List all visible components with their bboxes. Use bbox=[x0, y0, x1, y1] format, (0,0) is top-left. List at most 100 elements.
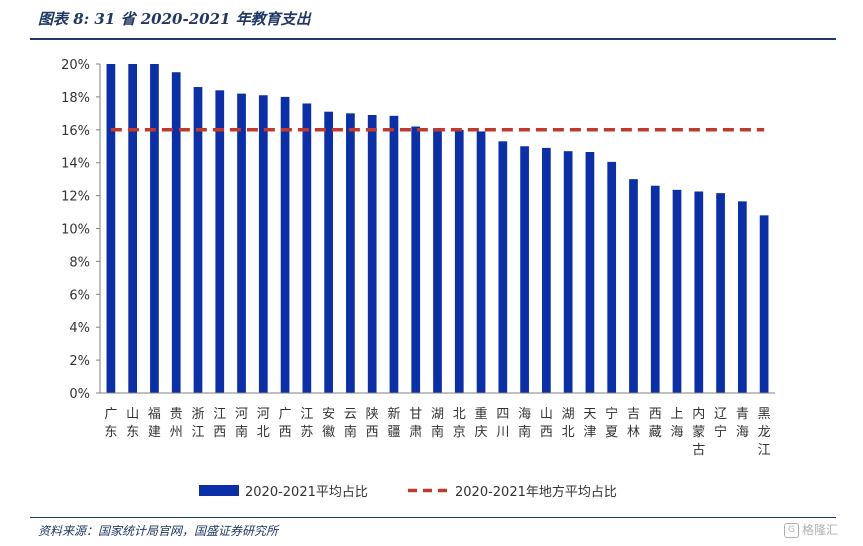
bar-天津 bbox=[585, 152, 595, 393]
bar-辽宁 bbox=[716, 193, 725, 393]
bar-湖南 bbox=[433, 128, 442, 393]
x-category-char: 海 bbox=[518, 407, 531, 422]
x-category-char: 西 bbox=[366, 425, 379, 440]
bar-河北 bbox=[258, 95, 268, 393]
x-category-label: 安徽 bbox=[322, 407, 335, 440]
x-category-char: 广 bbox=[104, 407, 117, 422]
x-category-label: 浙江 bbox=[191, 407, 204, 440]
x-category-label: 广东 bbox=[104, 407, 117, 440]
bar-黑龙江 bbox=[759, 215, 769, 393]
x-category-char: 南 bbox=[518, 424, 531, 440]
x-category-char: 海 bbox=[671, 425, 684, 440]
x-category-char: 黑 bbox=[758, 407, 771, 422]
bar-山西 bbox=[542, 147, 551, 393]
x-category-char: 江 bbox=[191, 425, 204, 440]
x-category-char: 陕 bbox=[366, 407, 379, 422]
x-category-char: 蒙 bbox=[692, 425, 705, 440]
bar-海南 bbox=[520, 146, 529, 393]
x-category-label: 宁夏 bbox=[605, 406, 618, 440]
x-category-label: 湖北 bbox=[562, 407, 575, 440]
bar-江苏 bbox=[302, 103, 312, 393]
x-category-char: 山 bbox=[540, 407, 553, 422]
bar-四川 bbox=[498, 141, 508, 393]
x-category-char: 庆 bbox=[475, 425, 488, 440]
x-category-char: 州 bbox=[170, 425, 183, 440]
x-category-char: 北 bbox=[257, 425, 270, 440]
bar-湖北 bbox=[563, 151, 573, 393]
x-category-char: 西 bbox=[279, 425, 292, 440]
x-category-char: 湖 bbox=[562, 407, 575, 422]
x-category-char: 徽 bbox=[322, 425, 335, 440]
y-tick-label: 8% bbox=[69, 255, 90, 270]
x-axis: 广东山东福建贵州浙江江西河南河北广西江苏安徽云南陕西新疆甘肃湖南北京重庆四川海南… bbox=[100, 392, 775, 458]
x-category-char: 南 bbox=[235, 424, 248, 440]
x-category-char: 山 bbox=[126, 407, 139, 422]
bar-series bbox=[106, 64, 769, 394]
y-tick-label: 4% bbox=[69, 321, 90, 336]
x-category-char: 林 bbox=[627, 425, 640, 440]
x-category-char: 南 bbox=[344, 424, 357, 440]
x-category-char: 吉 bbox=[627, 407, 640, 422]
x-category-label: 黑龙江 bbox=[758, 407, 771, 458]
y-tick-label: 10% bbox=[61, 223, 90, 238]
x-category-char: 北 bbox=[562, 425, 575, 440]
x-category-label: 福建 bbox=[148, 407, 161, 440]
x-category-label: 山东 bbox=[126, 407, 139, 440]
x-category-char: 上 bbox=[671, 407, 684, 422]
y-axis: 0% 2% 4% 6% 8% 10% 12% 14% 16% 18% 20% bbox=[61, 58, 101, 402]
x-category-char: 西 bbox=[540, 425, 553, 440]
bar-江西 bbox=[215, 90, 225, 393]
y-tick-label: 14% bbox=[61, 157, 90, 172]
y-tick-label: 12% bbox=[61, 190, 90, 205]
x-category-char: 东 bbox=[104, 425, 117, 440]
bar-云南 bbox=[346, 113, 355, 393]
y-tick-label: 18% bbox=[61, 91, 90, 106]
bar-浙江 bbox=[193, 87, 203, 393]
x-category-label: 辽宁 bbox=[714, 407, 727, 440]
x-category-char: 津 bbox=[583, 425, 596, 440]
x-category-char: 川 bbox=[496, 425, 509, 440]
x-category-char: 四 bbox=[496, 407, 509, 422]
x-category-char: 天 bbox=[583, 407, 596, 422]
x-category-char: 浙 bbox=[191, 407, 204, 422]
x-category-char: 西 bbox=[649, 407, 662, 422]
y-tick-label: 16% bbox=[61, 124, 90, 139]
bar-chart: 0%2%4%6%8%10%12%14%16%18%20% 广东山东福建贵州浙江江… bbox=[61, 58, 775, 500]
bar-宁夏 bbox=[607, 161, 617, 393]
bar-青海 bbox=[737, 201, 747, 393]
x-category-char: 夏 bbox=[605, 425, 618, 440]
y-tick-label: 0% bbox=[69, 387, 90, 402]
x-category-char: 甘 bbox=[409, 407, 422, 422]
bar-山东 bbox=[128, 64, 138, 393]
bar-西藏 bbox=[650, 185, 660, 393]
title-rule bbox=[30, 38, 836, 40]
x-category-char: 辽 bbox=[714, 407, 727, 422]
watermark-text: 格隆汇 bbox=[802, 523, 839, 537]
x-category-label: 江西 bbox=[213, 407, 226, 440]
bar-上海 bbox=[672, 189, 682, 393]
x-category-label: 上海 bbox=[671, 407, 684, 440]
y-tick-label: 6% bbox=[69, 288, 90, 303]
x-category-char: 建 bbox=[148, 425, 161, 440]
x-category-char: 藏 bbox=[649, 425, 662, 440]
x-category-label: 云南 bbox=[344, 407, 357, 440]
x-category-char: 河 bbox=[257, 407, 270, 422]
bar-重庆 bbox=[476, 131, 486, 393]
bar-陕西 bbox=[367, 114, 377, 394]
bar-吉林 bbox=[629, 179, 638, 393]
x-category-label: 吉林 bbox=[627, 407, 640, 440]
bar-安徽 bbox=[324, 111, 333, 393]
x-category-char: 河 bbox=[235, 407, 248, 422]
bar-广东 bbox=[106, 64, 116, 393]
x-category-char: 新 bbox=[387, 406, 400, 422]
source-rule bbox=[30, 517, 836, 518]
x-category-char: 贵 bbox=[170, 407, 183, 422]
x-category-char: 龙 bbox=[758, 425, 771, 440]
x-category-char: 内 bbox=[692, 406, 705, 422]
x-category-label: 海南 bbox=[518, 407, 531, 440]
x-category-char: 苏 bbox=[300, 424, 313, 440]
x-category-label: 天津 bbox=[583, 407, 596, 440]
legend-bar-label: 2020-2021平均占比 bbox=[245, 485, 368, 500]
x-category-char: 北 bbox=[453, 407, 466, 422]
watermark: G 格隆汇 bbox=[784, 521, 838, 538]
